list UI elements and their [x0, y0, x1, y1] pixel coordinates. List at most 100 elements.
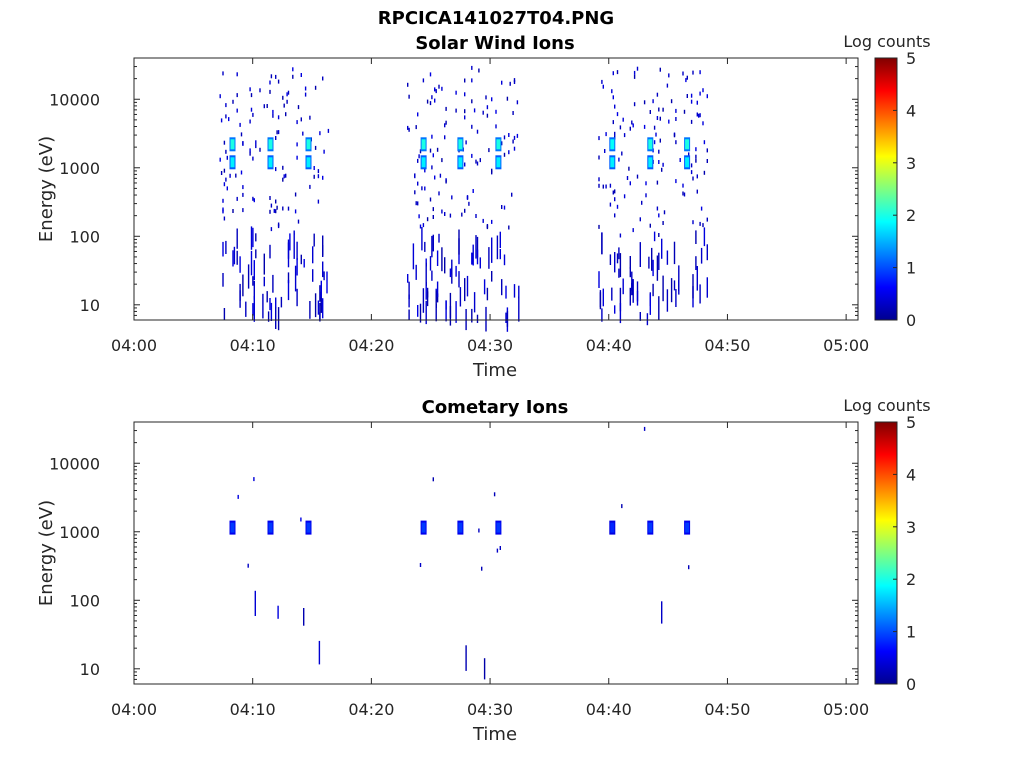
heatmap-cell: [658, 233, 660, 237]
heatmap-cell: [408, 294, 410, 308]
heatmap-cell: [242, 274, 244, 297]
heatmap-cell: [675, 108, 677, 113]
heatmap-cell: [622, 278, 624, 295]
heatmap-cell: [614, 213, 616, 218]
heatmap-cell: [429, 197, 432, 202]
heatmap-cell: [486, 105, 489, 110]
heatmap-cell: [614, 189, 616, 194]
heatmap-cell: [631, 120, 633, 125]
heatmap-cell: [482, 218, 484, 223]
heatmap-cell: [232, 209, 234, 213]
heatmap-cell: [327, 128, 330, 133]
y-tick-label: 10: [80, 660, 100, 679]
colorbar-tick-label: 1: [906, 623, 916, 642]
heatmap-cell: [418, 214, 420, 219]
heatmap-cell: [495, 124, 497, 129]
heatmap-cell: [449, 268, 452, 278]
heatmap-cell: [424, 168, 426, 173]
heatmap-cell: [287, 272, 290, 284]
heatmap-cell: [445, 106, 447, 111]
heatmap-cell: [683, 192, 686, 197]
heatmap-cell: [287, 90, 290, 95]
heatmap-cell: [296, 120, 298, 125]
heatmap-cell: [417, 305, 419, 317]
heatmap-cell: [408, 281, 410, 300]
heatmap-cell: [702, 121, 704, 126]
heatmap-cell: [319, 285, 321, 302]
heatmap-cell: [283, 103, 285, 108]
heatmap-cell: [441, 209, 443, 214]
heatmap-cell: [259, 147, 261, 152]
heatmap-cell: [407, 274, 409, 283]
heatmap-cell: [476, 236, 479, 258]
heatmap-cell: [296, 241, 298, 261]
heatmap-cell: [690, 119, 693, 124]
heatmap-cell: [415, 125, 417, 130]
heatmap-cell: [656, 180, 659, 185]
heatmap-cell: [506, 311, 509, 327]
heatmap-peak: [610, 522, 615, 533]
heatmap-cell: [495, 109, 497, 114]
heatmap-cell: [675, 179, 677, 184]
heatmap-cell: [422, 223, 425, 228]
x-tick-label: 04:50: [704, 700, 750, 719]
heatmap-cell: [422, 288, 425, 313]
heatmap-cell: [240, 170, 243, 175]
heatmap-cell: [643, 124, 646, 129]
heatmap-cell: [675, 140, 677, 145]
heatmap-cell: [619, 233, 622, 238]
heatmap-peak: [268, 522, 273, 533]
heatmap-cell: [249, 148, 251, 153]
heatmap-cell: [425, 258, 427, 267]
heatmap-cell: [296, 155, 298, 160]
heatmap-peak: [648, 139, 653, 150]
heatmap-cell: [313, 166, 315, 170]
heatmap-cell: [476, 129, 479, 134]
heatmap-cell: [237, 494, 239, 499]
heatmap-cell: [297, 219, 300, 224]
plot-frame: [133, 57, 859, 321]
heatmap-cell: [458, 229, 460, 255]
heatmap-cell: [706, 94, 708, 99]
heatmap-cell: [419, 149, 422, 154]
heatmap-cell: [686, 94, 688, 98]
heatmap-cell: [282, 177, 284, 182]
heatmap-cell: [436, 281, 439, 298]
heatmap-cell: [451, 195, 453, 200]
heatmap-cell: [429, 72, 432, 77]
panel-title: Solar Wind Ions: [415, 33, 574, 54]
heatmap-cell: [283, 174, 285, 179]
heatmap-cell: [412, 243, 415, 270]
heatmap-cell: [285, 112, 287, 117]
heatmap-cell: [222, 273, 224, 287]
heatmap-cell: [407, 82, 409, 87]
heatmap-cell: [287, 206, 290, 211]
heatmap-cell: [242, 141, 244, 145]
heatmap-cell: [455, 90, 457, 95]
heatmap-cell: [682, 71, 684, 76]
heatmap-cell: [682, 183, 684, 188]
heatmap-cell: [459, 287, 462, 307]
heatmap-cell: [618, 247, 620, 260]
heatmap-cell: [293, 230, 295, 235]
heatmap-cell: [439, 173, 442, 178]
y-tick-label: 1000: [59, 159, 100, 178]
heatmap-cell: [449, 292, 452, 318]
heatmap-cell: [426, 99, 429, 104]
heatmap-cell: [491, 168, 493, 173]
heatmap-cell: [666, 83, 669, 88]
heatmap-cell: [700, 206, 703, 211]
heatmap-cell: [678, 280, 680, 295]
heatmap-cell: [464, 78, 466, 83]
heatmap-cell: [648, 256, 650, 269]
heatmap-cell: [652, 99, 654, 104]
y-tick-label: 100: [69, 227, 100, 246]
heatmap-cell: [236, 196, 238, 201]
heatmap-cell: [658, 160, 660, 164]
heatmap-cell: [407, 125, 409, 130]
heatmap-cell: [471, 65, 473, 70]
heatmap-cell: [673, 241, 676, 265]
heatmap-cell: [662, 107, 664, 112]
heatmap-cell: [706, 148, 708, 153]
heatmap-cell: [276, 205, 278, 210]
